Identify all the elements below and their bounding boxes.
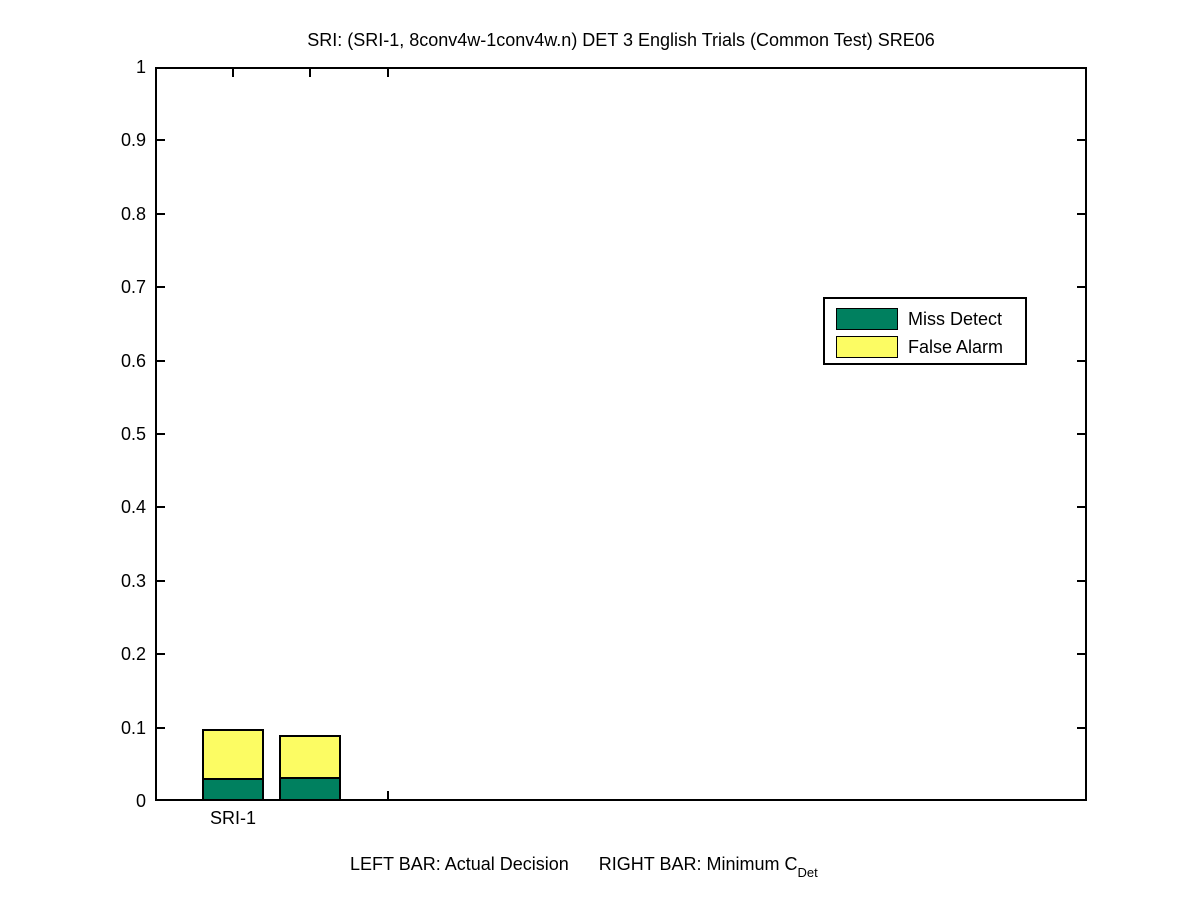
y-axis-tick: [1077, 139, 1085, 142]
y-axis-tick-label: 0.5: [120, 424, 146, 444]
y-axis-tick: [1077, 433, 1085, 435]
legend-swatch-miss-detect: [836, 308, 898, 330]
bar-meaning-note-text: LEFT BAR: Actual Decision RIGHT BAR: Min…: [350, 854, 798, 874]
y-axis-tick: [157, 506, 165, 509]
y-axis-tick-label: 0.8: [120, 203, 146, 224]
y-axis-tick-label: 1: [135, 57, 146, 77]
y-axis-tick: [157, 212, 165, 215]
y-axis-tick: [1077, 506, 1085, 509]
y-axis-tick-label: 0.7: [120, 277, 146, 298]
y-axis-tick: [1077, 579, 1085, 582]
y-axis-tick: [1077, 286, 1085, 289]
x-axis-tick: [231, 69, 234, 77]
legend-swatch-false-alarm: [836, 336, 898, 358]
y-axis-tick: [1077, 359, 1085, 362]
y-axis-tick-label: 0.6: [120, 350, 146, 371]
legend-label-miss-detect: Miss Detect: [908, 309, 1003, 329]
x-axis-tick: [309, 69, 312, 77]
bar-actual-decision: [201, 729, 264, 801]
y-axis-tick: [157, 359, 165, 362]
y-axis-tick-label: 0.3: [120, 570, 146, 591]
y-axis-tick: [1077, 212, 1085, 215]
bar-meaning-note-subscript: Det: [797, 865, 818, 880]
y-axis-tick: [157, 433, 165, 435]
y-axis-tick: [157, 653, 165, 656]
y-axis-tick: [157, 726, 165, 729]
x-axis-tick: [387, 69, 389, 77]
y-axis-tick: [157, 139, 165, 142]
y-axis-tick-label: 0.4: [120, 497, 146, 518]
miss-detect-segment: [203, 778, 262, 799]
y-axis-tick-label: 0: [135, 791, 146, 811]
y-axis-tick: [157, 579, 165, 582]
x-axis-tick: [387, 791, 389, 799]
y-axis-tick: [1077, 653, 1085, 656]
y-axis-tick-label: 0.1: [120, 717, 146, 738]
legend: Miss Detect False Alarm: [823, 297, 1027, 365]
y-axis-tick-label: 0.2: [120, 644, 146, 665]
legend-label-false-alarm: False Alarm: [908, 337, 1004, 357]
chart-title: SRI: (SRI-1, 8conv4w-1conv4w.n) DET 3 En…: [307, 30, 935, 50]
bar-meaning-note: LEFT BAR: Actual Decision RIGHT BAR: Min…: [330, 833, 818, 896]
y-axis-tick: [1077, 726, 1085, 729]
x-category-label: SRI-1: [209, 808, 256, 828]
y-axis-tick: [157, 286, 165, 289]
bar-minimum-cdet: [279, 734, 342, 801]
plot-area: [155, 67, 1087, 801]
y-axis-tick-label: 0.9: [120, 130, 146, 151]
miss-detect-segment: [281, 776, 340, 799]
